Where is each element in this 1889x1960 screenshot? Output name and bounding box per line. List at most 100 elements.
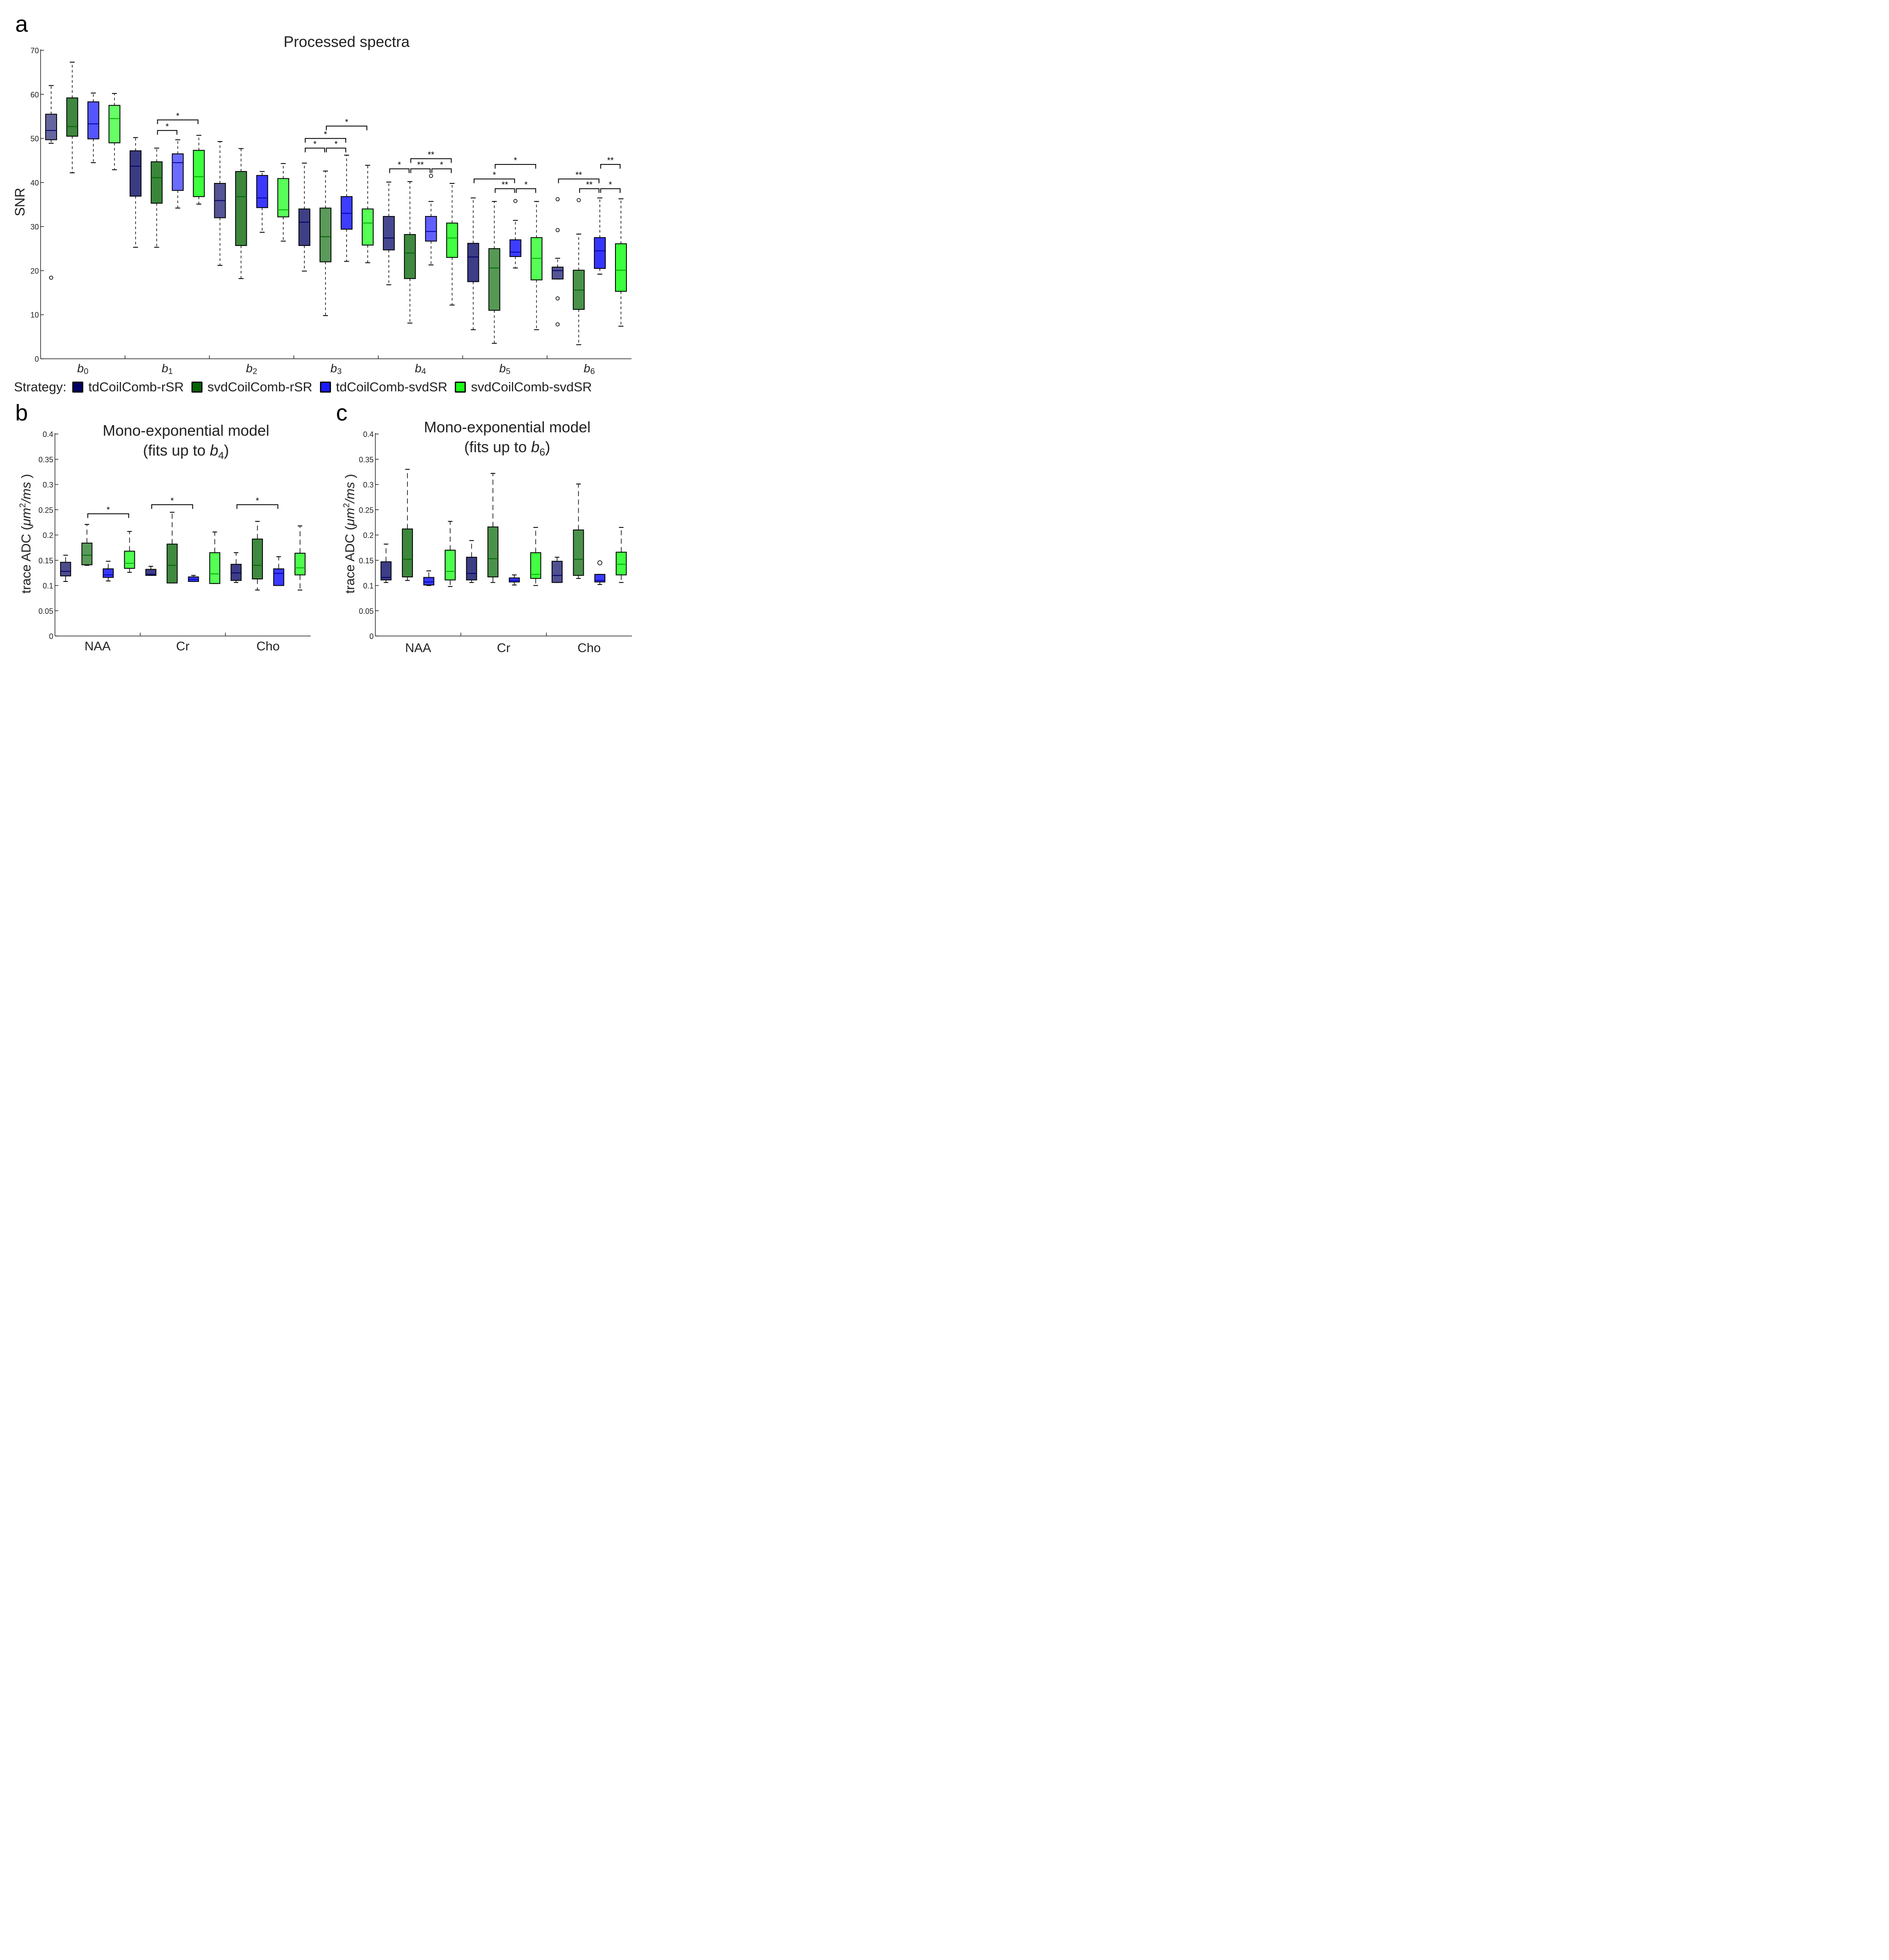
y-tick-label: 10 xyxy=(30,311,39,319)
box xyxy=(145,569,156,576)
x-category-label: Cr xyxy=(497,641,511,655)
significance-bracket xyxy=(87,513,129,518)
box xyxy=(340,196,353,230)
significance-bracket xyxy=(558,178,600,183)
y-tick-label: 0.35 xyxy=(359,456,374,464)
y-tick-label: 0.35 xyxy=(38,456,53,464)
box xyxy=(193,150,205,197)
y-tick-label: 0.25 xyxy=(359,506,374,514)
box xyxy=(252,538,263,579)
significance-label: ** xyxy=(575,171,582,180)
significance-label: * xyxy=(324,130,327,139)
significance-label: * xyxy=(398,161,401,170)
x-category-label: b1 xyxy=(161,362,172,376)
outlier-point xyxy=(555,296,560,300)
box xyxy=(277,178,290,218)
chart-b: 0 0.05 0.1 0.15 0.2 0.25 0.3 0.35 0.4 NAA * Cr * Cho *… xyxy=(18,430,311,653)
outlier-point xyxy=(513,199,518,203)
box xyxy=(124,551,135,569)
x-category-label: b2 xyxy=(246,362,257,376)
significance-label: ** xyxy=(417,161,424,170)
box xyxy=(129,150,142,197)
box xyxy=(445,549,456,581)
title-prefix: (fits up to xyxy=(464,438,531,456)
y-tick-label: 0.3 xyxy=(43,481,53,489)
y-tick-label: 0.3 xyxy=(363,481,374,489)
box xyxy=(294,553,306,576)
box xyxy=(467,243,479,282)
panel-label-a: a xyxy=(15,11,28,37)
box xyxy=(150,161,163,204)
title-var: b xyxy=(210,441,219,459)
y-tick-label: 30 xyxy=(30,223,39,231)
significance-label: ** xyxy=(607,156,614,165)
significance-label: * xyxy=(334,140,338,149)
significance-label: * xyxy=(107,505,110,515)
legend-title: Strategy: xyxy=(14,379,67,394)
y-tick-label: 0.15 xyxy=(38,557,53,565)
chart-c: 0 0.05 0.1 0.15 0.2 0.25 0.3 0.35 0.4 NAA Cr Cho tra… xyxy=(342,430,632,655)
box xyxy=(256,175,268,208)
x-category-label: NAA xyxy=(405,641,431,655)
y-tick-label: 0.4 xyxy=(363,430,374,439)
box xyxy=(108,105,120,144)
legend-label-1: svdCoilComb-rSR xyxy=(207,379,312,394)
significance-label: ** xyxy=(428,150,435,160)
y-tick-label: 50 xyxy=(30,135,39,143)
chart-c-title-line1: Mono-exponential model xyxy=(424,418,591,436)
title-suffix: ) xyxy=(545,438,550,456)
chart-a-title: Processed spectra xyxy=(283,33,410,50)
box xyxy=(404,234,416,279)
outlier-point xyxy=(555,228,560,232)
y-axis-label: SNR xyxy=(12,188,27,216)
outlier-point xyxy=(49,276,53,280)
box xyxy=(361,208,374,246)
significance-label: * xyxy=(313,140,317,149)
y-tick-label: 0.1 xyxy=(363,582,374,590)
significance-label: * xyxy=(176,112,180,121)
y-tick-label: 0 xyxy=(369,632,374,641)
x-category-label: b5 xyxy=(499,362,511,376)
box xyxy=(167,543,178,584)
y-tick-label: 60 xyxy=(30,90,39,99)
box xyxy=(230,564,242,581)
chart-b-title: Mono-exponential model (fits up to b4) xyxy=(76,421,296,462)
box xyxy=(380,561,392,581)
legend: Strategy: tdCoilComb-rSR svdCoilComb-rSR… xyxy=(14,379,593,395)
significance-label: * xyxy=(170,496,174,505)
significance-bracket xyxy=(600,164,621,169)
box xyxy=(425,216,437,242)
box xyxy=(402,528,413,578)
x-category-label: Cho xyxy=(257,639,280,653)
legend-label-3: svdCoilComb-svdSR xyxy=(471,379,592,394)
y-tick-label: 0 xyxy=(35,355,39,363)
box xyxy=(172,153,184,191)
box xyxy=(615,551,627,576)
x-category-label: b6 xyxy=(584,362,595,376)
legend-swatch-1 xyxy=(191,382,202,393)
legend-label-0: tdCoilComb-rSR xyxy=(88,379,184,394)
legend-swatch-3 xyxy=(455,382,466,393)
box xyxy=(66,97,78,137)
title-var: b xyxy=(531,438,540,456)
box xyxy=(509,239,522,257)
significance-bracket xyxy=(516,188,536,193)
chart-c-title-line2: (fits up to b6) xyxy=(397,437,617,459)
y-tick-label: 20 xyxy=(30,267,39,275)
legend-swatch-0 xyxy=(72,382,84,393)
outlier-point xyxy=(597,560,602,565)
y-tick-label: 0.1 xyxy=(43,582,53,590)
significance-bracket xyxy=(600,188,621,193)
box xyxy=(530,237,543,281)
y-axis-label: trace ADC (μm2/ms ) xyxy=(342,474,357,593)
significance-label: * xyxy=(493,171,496,180)
significance-bracket xyxy=(151,504,193,509)
y-tick-label: 0.4 xyxy=(43,430,53,439)
y-tick-label: 0 xyxy=(49,632,53,641)
y-tick-label: 0.05 xyxy=(38,607,53,615)
significance-bracket xyxy=(305,147,325,153)
box xyxy=(487,526,499,578)
box xyxy=(488,248,500,311)
box xyxy=(552,267,564,280)
significance-bracket xyxy=(326,126,367,131)
